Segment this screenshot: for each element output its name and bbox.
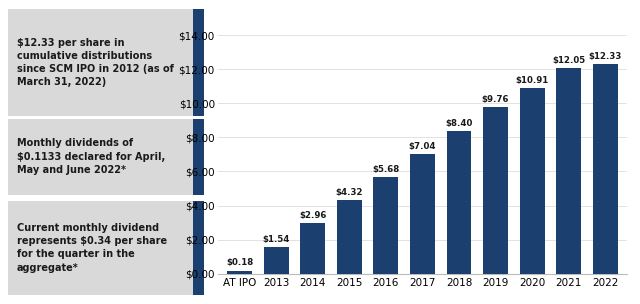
Bar [483,107,508,274]
Text: $10.91: $10.91 [515,76,548,85]
Bar [373,177,398,274]
FancyBboxPatch shape [8,119,193,195]
Text: $5.68: $5.68 [372,165,399,174]
Bar [264,247,289,274]
Text: $2.96: $2.96 [299,211,326,220]
Text: Current monthly dividend
represents $0.34 per share
for the quarter in the
aggre: Current monthly dividend represents $0.3… [17,223,167,273]
Bar [556,68,581,274]
Text: $12.33 per share in
cumulative distributions
since SCM IPO in 2012 (as of
March : $12.33 per share in cumulative distribut… [17,37,173,87]
Text: $12.33: $12.33 [589,52,622,60]
Bar [227,271,252,274]
FancyBboxPatch shape [193,201,204,295]
Text: $9.76: $9.76 [482,95,509,104]
Bar [520,88,545,274]
Bar [337,200,362,274]
Text: $8.40: $8.40 [445,119,473,128]
Text: $4.32: $4.32 [335,188,363,197]
Text: $12.05: $12.05 [552,57,585,65]
Bar [447,131,472,274]
FancyBboxPatch shape [8,9,193,116]
Text: $1.54: $1.54 [262,235,290,244]
Text: $7.04: $7.04 [409,142,436,151]
Text: $0.18: $0.18 [226,258,253,268]
FancyBboxPatch shape [193,9,204,116]
FancyBboxPatch shape [193,119,204,195]
Bar [300,223,325,274]
Bar [593,64,618,274]
FancyBboxPatch shape [8,201,193,295]
Text: Monthly dividends of
$0.1133 declared for April,
May and June 2022*: Monthly dividends of $0.1133 declared fo… [17,138,165,175]
Bar [410,154,435,274]
